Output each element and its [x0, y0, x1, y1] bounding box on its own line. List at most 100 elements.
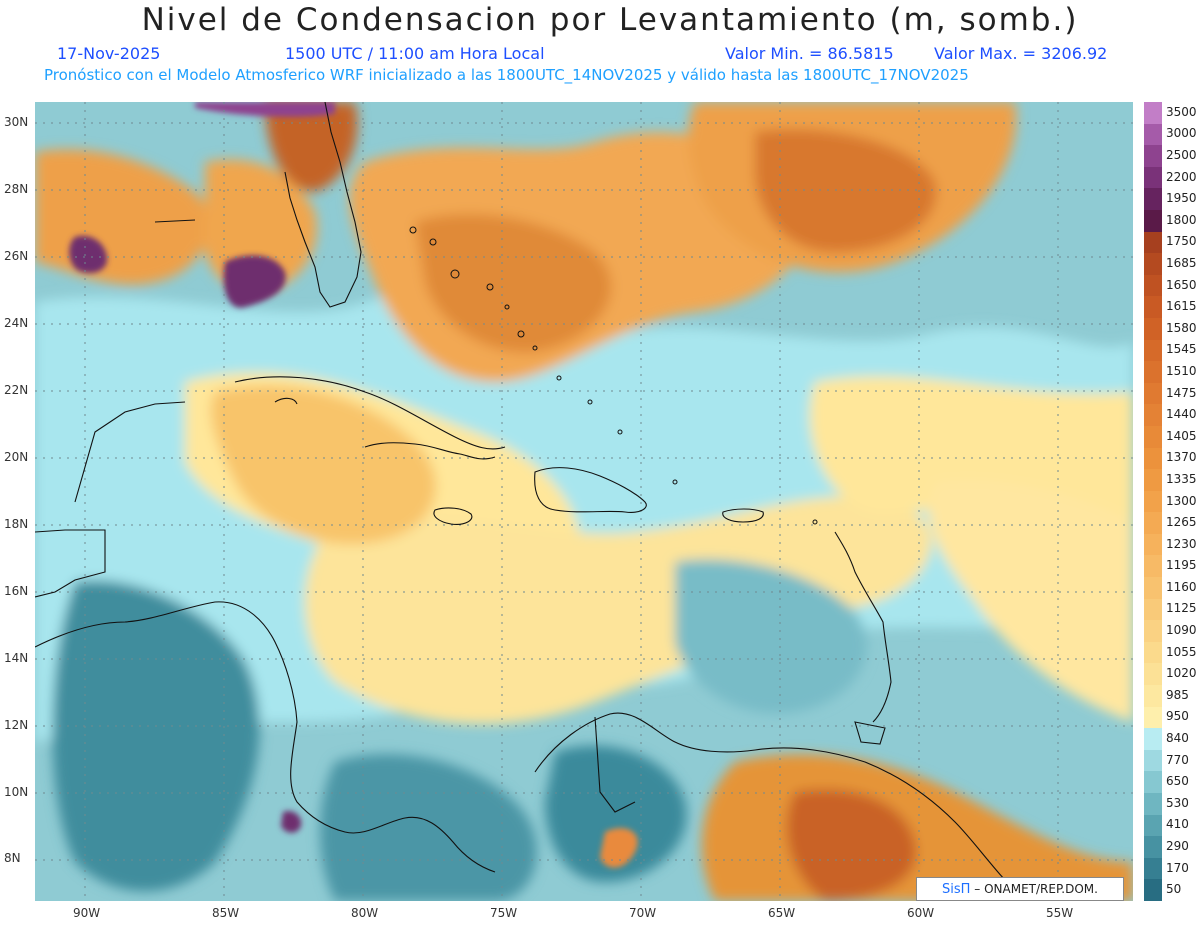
lon-label-85w: 85W — [212, 906, 240, 920]
coastlines — [35, 102, 1026, 901]
colorbar-label: 1750 — [1166, 234, 1197, 249]
colorbar-label: 2200 — [1166, 169, 1197, 184]
colorbar-label: 650 — [1166, 774, 1189, 789]
colorbar-segment — [1144, 836, 1162, 859]
colorbar-segment — [1144, 296, 1162, 319]
colorbar-label: 290 — [1166, 839, 1189, 853]
lon-label-55w: 55W — [1046, 906, 1074, 920]
colorbar-segment — [1144, 685, 1162, 708]
colorbar-label: 1615 — [1166, 299, 1197, 314]
colorbar-label: 1300 — [1166, 493, 1197, 508]
colorbar-segment — [1144, 166, 1162, 189]
lat-label-20n: 20N — [4, 450, 29, 464]
lat-label-26n: 26N — [4, 249, 29, 263]
lon-label-65w: 65W — [768, 906, 796, 920]
colorbar-segment — [1144, 728, 1162, 751]
lon-label-60w: 60W — [907, 906, 935, 920]
colorbar-segment — [1144, 793, 1162, 816]
colorbar-segment — [1144, 663, 1162, 686]
colorbar-segment — [1144, 771, 1162, 794]
lat-label-22n: 22N — [4, 383, 29, 397]
colorbar-label: 3000 — [1166, 126, 1197, 141]
lat-label-12n: 12N — [4, 718, 29, 732]
colorbar-label: 1510 — [1166, 363, 1197, 378]
colorbar-segment — [1144, 469, 1162, 492]
colorbar-segment — [1144, 598, 1162, 621]
colorbar-segment — [1144, 706, 1162, 729]
colorbar-segment — [1144, 253, 1162, 276]
colorbar-label: 1230 — [1166, 536, 1197, 551]
colorbar-label: 1020 — [1166, 666, 1197, 681]
colorbar-segment — [1144, 749, 1162, 772]
colorbar-segment — [1144, 641, 1162, 664]
colorbar-segment — [1144, 188, 1162, 211]
forecast-note: Pronóstico con el Modelo Atmosferico WRF… — [44, 66, 969, 84]
colorbar-label: 1650 — [1166, 277, 1197, 292]
colorbar-segment — [1144, 145, 1162, 168]
colorbar-segment — [1144, 533, 1162, 556]
colorbar-segment — [1144, 814, 1162, 837]
colorbar-segment — [1144, 102, 1162, 125]
colorbar-label: 1090 — [1166, 623, 1197, 638]
colorbar-segment — [1144, 425, 1162, 448]
colorbar-segment — [1144, 209, 1162, 233]
colorbar-label: 1160 — [1166, 579, 1197, 594]
colorbar-label: 840 — [1166, 731, 1189, 746]
lcl-maxima — [69, 102, 638, 868]
lon-label-90w: 90W — [73, 906, 101, 920]
value-max: Valor Max. = 3206.92 — [934, 44, 1108, 63]
colorbar-segment — [1144, 382, 1162, 405]
colorbar-label: 1265 — [1166, 515, 1197, 530]
colorbar-segment — [1144, 339, 1162, 362]
forecast-time: 1500 UTC / 11:00 am Hora Local — [285, 44, 545, 63]
colorbar-label: 985 — [1166, 687, 1189, 702]
lon-label-70w: 70W — [629, 906, 657, 920]
colorbar-label: 3500 — [1166, 104, 1197, 119]
colorbar-segment — [1144, 490, 1162, 513]
graticule — [35, 102, 1133, 901]
colorbar-segment — [1144, 404, 1162, 427]
colorbar-label: 2500 — [1166, 147, 1197, 162]
colorbar-segment — [1144, 447, 1162, 470]
lat-label-30n: 30N — [4, 115, 29, 129]
colorbar-label: 170 — [1166, 860, 1189, 875]
lcl-field — [35, 102, 1133, 901]
lon-label-80w: 80W — [351, 906, 379, 920]
lat-label-28n: 28N — [4, 182, 29, 196]
colorbar-segment — [1144, 231, 1162, 254]
colorbar-label: 950 — [1166, 709, 1189, 724]
value-min: Valor Min. = 86.5815 — [725, 44, 894, 63]
map-title: Nivel de Condensacion por Levantamiento … — [141, 2, 1079, 38]
colorbar-segment — [1144, 123, 1162, 146]
small-islands — [409, 226, 818, 525]
lat-label-18n: 18N — [4, 517, 29, 531]
colorbar-label: 1125 — [1166, 601, 1197, 616]
colorbar-segment — [1144, 879, 1162, 902]
colorbar-label: 1800 — [1166, 212, 1197, 227]
colorbar-segment — [1144, 512, 1162, 535]
lat-label-10n: 10N — [4, 785, 29, 799]
colorbar-label: 1055 — [1166, 644, 1197, 659]
colorbar-label: 410 — [1166, 817, 1189, 832]
colorbar-segment — [1144, 274, 1162, 297]
colorbar-segment — [1144, 620, 1162, 643]
sispi-logo: SisΠ — [942, 882, 971, 897]
colorbar — [1144, 102, 1162, 902]
colorbar-segment — [1144, 555, 1162, 578]
colorbar-label: 1580 — [1166, 320, 1197, 335]
forecast-date: 17-Nov-2025 — [57, 44, 161, 63]
colorbar-label: 1475 — [1166, 385, 1197, 400]
colorbar-segment — [1144, 317, 1162, 341]
condensation-level-map — [35, 102, 1133, 901]
lat-label-16n: 16N — [4, 584, 29, 598]
colorbar-label: 770 — [1166, 752, 1189, 767]
colorbar-label: 1335 — [1166, 471, 1197, 486]
credit-text: – ONAMET/REP.DOM. — [974, 882, 1098, 896]
lat-label-14n: 14N — [4, 651, 29, 665]
lat-label-24n: 24N — [4, 316, 29, 330]
colorbar-label: 1370 — [1166, 450, 1197, 465]
colorbar-segment — [1144, 857, 1162, 880]
colorbar-label: 530 — [1166, 795, 1189, 810]
colorbar-segment — [1144, 577, 1162, 600]
colorbar-label: 1685 — [1166, 255, 1197, 270]
